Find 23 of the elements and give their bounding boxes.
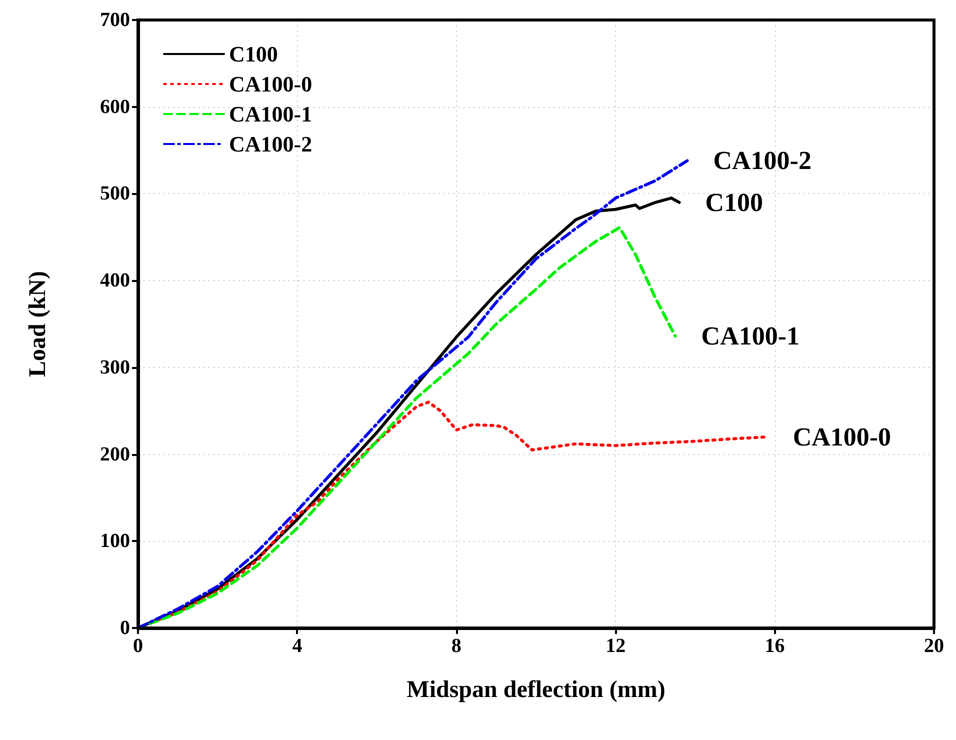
annotation: C100 [705,188,764,217]
x-tick-label: 20 [924,635,944,657]
y-tick-label: 600 [100,96,130,118]
x-tick-label: 12 [606,635,626,657]
x-tick-label: 4 [292,635,302,657]
y-axis-title: Load (kN) [25,270,51,378]
legend-label: CA100-0 [229,72,312,96]
x-tick-label: 16 [764,635,785,657]
y-tick-label: 0 [120,617,130,639]
annotation: CA100-0 [792,422,892,452]
legend-label: CA100-2 [229,132,312,156]
y-tick-label: 400 [100,270,130,292]
legend-label: C100 [229,42,278,66]
y-tick-label: 500 [100,182,130,205]
annotation: CA100-1 [701,322,800,351]
y-tick-label: 200 [100,443,130,466]
y-tick-label: 100 [100,530,130,552]
legend-label: CA100-1 [229,102,312,126]
y-tick-label: 300 [100,356,130,378]
x-axis-title: Midspan deflection (mm) [406,677,666,703]
y-tick-label: 700 [100,9,130,31]
x-tick-label: 8 [451,635,462,657]
annotation: CA100-2 [713,146,812,176]
